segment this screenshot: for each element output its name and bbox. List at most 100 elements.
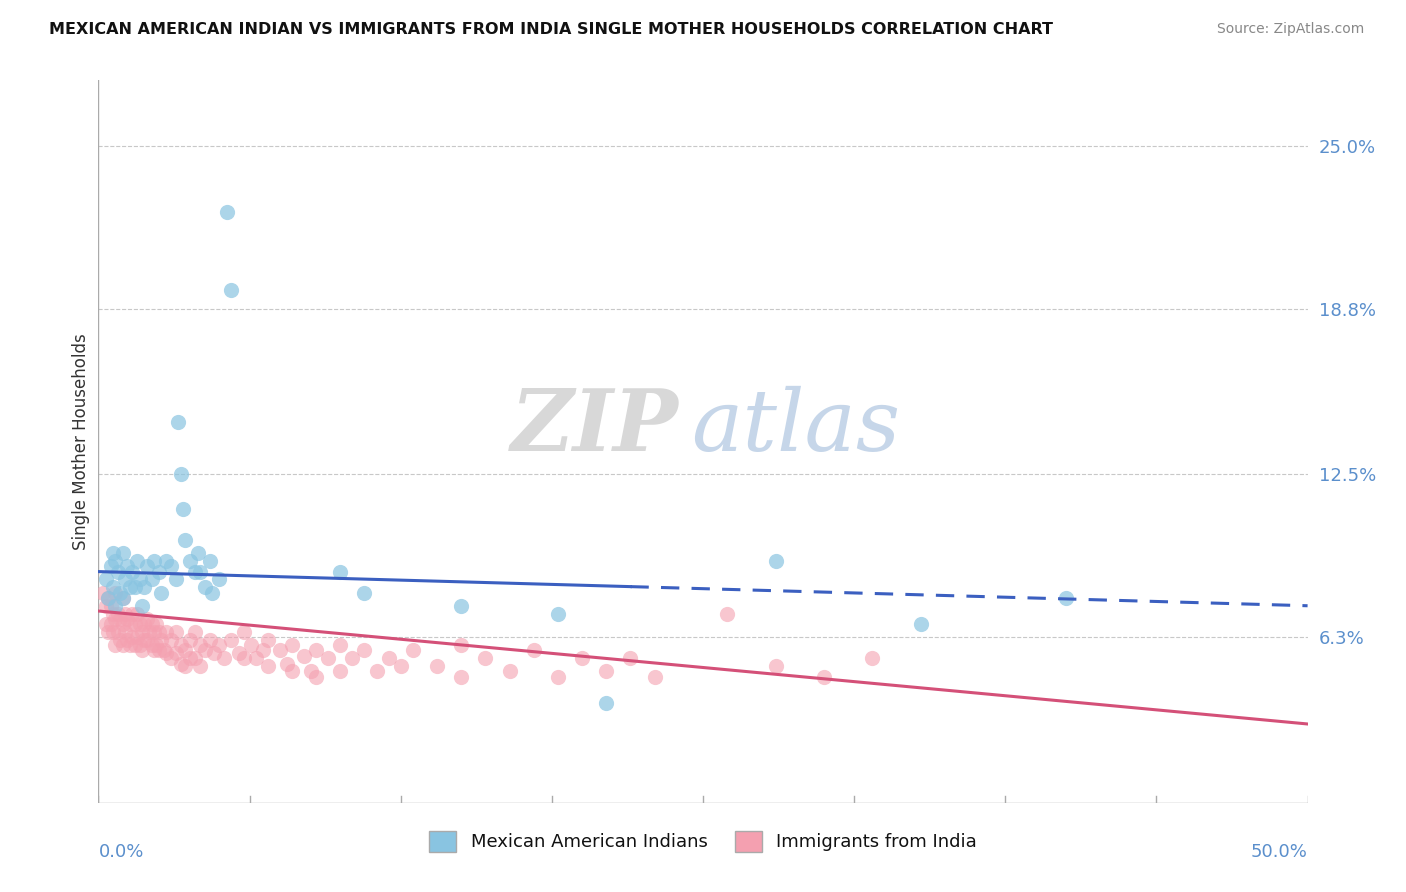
Point bbox=[108, 632, 131, 647]
Point bbox=[104, 585, 127, 599]
Point bbox=[194, 643, 217, 657]
Point bbox=[94, 617, 117, 632]
Point bbox=[135, 612, 157, 626]
Point bbox=[127, 607, 149, 621]
Point bbox=[152, 643, 174, 657]
Point bbox=[128, 573, 150, 587]
Point bbox=[160, 559, 183, 574]
Text: MEXICAN AMERICAN INDIAN VS IMMIGRANTS FROM INDIA SINGLE MOTHER HOUSEHOLDS CORREL: MEXICAN AMERICAN INDIAN VS IMMIGRANTS FR… bbox=[49, 22, 1053, 37]
Point bbox=[187, 546, 209, 560]
Point bbox=[127, 630, 149, 644]
Point bbox=[305, 643, 328, 657]
Point bbox=[179, 651, 201, 665]
Point bbox=[124, 580, 146, 594]
Point bbox=[1054, 591, 1077, 605]
Point bbox=[198, 632, 221, 647]
Point bbox=[201, 585, 224, 599]
Text: 0.0%: 0.0% bbox=[98, 843, 143, 861]
Point bbox=[174, 659, 197, 673]
Point bbox=[100, 559, 122, 574]
Point bbox=[426, 659, 449, 673]
Point bbox=[94, 599, 117, 613]
Point bbox=[256, 632, 278, 647]
Point bbox=[104, 638, 127, 652]
Point bbox=[252, 643, 274, 657]
Point bbox=[329, 665, 352, 679]
Point bbox=[188, 565, 211, 579]
Point bbox=[111, 591, 134, 605]
Point bbox=[160, 651, 183, 665]
Text: 50.0%: 50.0% bbox=[1251, 843, 1308, 861]
Point bbox=[208, 638, 231, 652]
Point bbox=[169, 467, 191, 482]
Point bbox=[619, 651, 641, 665]
Point bbox=[111, 546, 134, 560]
Point bbox=[138, 625, 160, 640]
Point bbox=[389, 659, 412, 673]
Point bbox=[114, 607, 136, 621]
Point bbox=[111, 617, 134, 632]
Point bbox=[107, 565, 129, 579]
Point bbox=[281, 638, 304, 652]
Point bbox=[97, 591, 120, 605]
Point bbox=[228, 646, 250, 660]
Point bbox=[128, 617, 150, 632]
Point bbox=[128, 638, 150, 652]
Point bbox=[547, 607, 569, 621]
Point bbox=[117, 632, 139, 647]
Point bbox=[329, 638, 352, 652]
Point bbox=[256, 659, 278, 673]
Point bbox=[194, 580, 217, 594]
Point bbox=[100, 617, 122, 632]
Point bbox=[124, 638, 146, 652]
Point bbox=[765, 659, 787, 673]
Point bbox=[179, 632, 201, 647]
Point bbox=[155, 625, 177, 640]
Point bbox=[121, 630, 143, 644]
Point bbox=[131, 599, 153, 613]
Point bbox=[595, 696, 617, 710]
Text: ZIP: ZIP bbox=[510, 385, 679, 469]
Point bbox=[299, 665, 322, 679]
Point bbox=[114, 573, 136, 587]
Point bbox=[143, 643, 166, 657]
Point bbox=[232, 651, 254, 665]
Point bbox=[765, 554, 787, 568]
Point bbox=[204, 646, 226, 660]
Point bbox=[145, 638, 167, 652]
Point bbox=[143, 625, 166, 640]
Point bbox=[167, 415, 190, 429]
Point bbox=[94, 573, 117, 587]
Point bbox=[198, 554, 221, 568]
Point bbox=[118, 638, 141, 652]
Point bbox=[644, 670, 666, 684]
Point bbox=[221, 632, 243, 647]
Y-axis label: Single Mother Households: Single Mother Households bbox=[72, 334, 90, 549]
Point bbox=[141, 617, 163, 632]
Text: Source: ZipAtlas.com: Source: ZipAtlas.com bbox=[1216, 22, 1364, 37]
Point bbox=[316, 651, 339, 665]
Point bbox=[184, 651, 207, 665]
Point bbox=[135, 632, 157, 647]
Point bbox=[131, 643, 153, 657]
Point bbox=[121, 565, 143, 579]
Point bbox=[184, 625, 207, 640]
Point bbox=[148, 643, 170, 657]
Point bbox=[141, 638, 163, 652]
Point bbox=[100, 599, 122, 613]
Point bbox=[450, 599, 472, 613]
Point bbox=[121, 607, 143, 621]
Point bbox=[169, 638, 191, 652]
Point bbox=[860, 651, 883, 665]
Point bbox=[134, 617, 156, 632]
Point bbox=[104, 612, 127, 626]
Point bbox=[813, 670, 835, 684]
Point bbox=[107, 607, 129, 621]
Point bbox=[353, 643, 375, 657]
Point bbox=[174, 643, 197, 657]
Point bbox=[212, 651, 235, 665]
Point bbox=[276, 657, 298, 671]
Point bbox=[716, 607, 738, 621]
Point bbox=[118, 617, 141, 632]
Point bbox=[402, 643, 425, 657]
